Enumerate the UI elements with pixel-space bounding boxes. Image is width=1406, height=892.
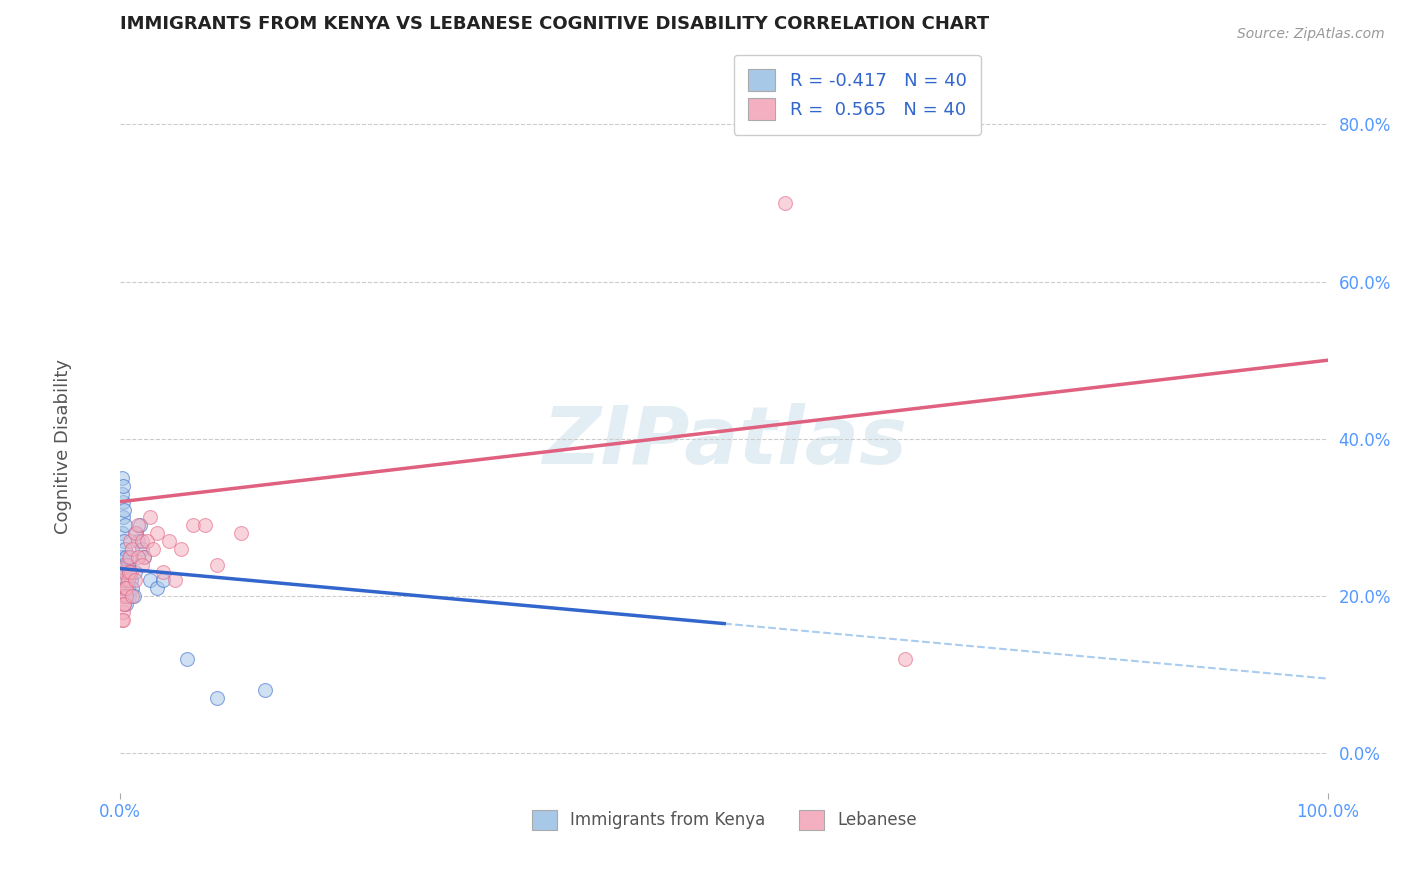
Point [124, 526, 146, 541]
Point [115, 589, 138, 603]
Point [135, 534, 157, 549]
Point [111, 613, 134, 627]
Text: Source: ZipAtlas.com: Source: ZipAtlas.com [1237, 27, 1385, 41]
Point [118, 549, 141, 564]
Point [157, 534, 180, 549]
Point [205, 558, 228, 572]
Point [125, 526, 148, 541]
Point [127, 534, 149, 549]
Point [115, 597, 138, 611]
Point [114, 541, 136, 556]
Point [124, 566, 146, 580]
Legend: Immigrants from Kenya, Lebanese: Immigrants from Kenya, Lebanese [524, 803, 924, 837]
Point [114, 566, 136, 580]
Point [142, 541, 165, 556]
Point [112, 589, 135, 603]
Point [114, 518, 136, 533]
Point [194, 518, 217, 533]
Point [254, 683, 277, 698]
Point [139, 510, 162, 524]
Point [118, 549, 141, 564]
Point [127, 549, 149, 564]
Point [110, 613, 132, 627]
Point [131, 541, 153, 556]
Point [111, 574, 134, 588]
Point [110, 589, 132, 603]
Point [139, 574, 162, 588]
Point [120, 566, 142, 580]
Point [134, 549, 156, 564]
Point [773, 195, 796, 210]
Point [118, 566, 141, 580]
Point [128, 518, 150, 533]
Point [117, 574, 139, 588]
Point [163, 574, 186, 588]
Point [205, 691, 228, 706]
Point [111, 479, 134, 493]
Point [112, 502, 135, 516]
Point [134, 549, 156, 564]
Point [145, 581, 167, 595]
Point [181, 518, 204, 533]
Point [112, 597, 135, 611]
Point [894, 652, 917, 666]
Point [112, 534, 135, 549]
Text: ZIPatlas: ZIPatlas [541, 402, 907, 481]
Point [110, 574, 132, 588]
Point [112, 597, 135, 611]
Point [115, 574, 138, 588]
Point [122, 589, 145, 603]
Point [114, 581, 136, 595]
Point [117, 558, 139, 572]
Point [110, 471, 132, 485]
Point [124, 574, 146, 588]
Point [118, 589, 141, 603]
Point [110, 549, 132, 564]
Point [152, 574, 174, 588]
Point [131, 558, 153, 572]
Point [111, 558, 134, 572]
Point [111, 581, 134, 595]
Point [131, 534, 153, 549]
Text: IMMIGRANTS FROM KENYA VS LEBANESE COGNITIVE DISABILITY CORRELATION CHART: IMMIGRANTS FROM KENYA VS LEBANESE COGNIT… [121, 15, 990, 33]
Point [145, 526, 167, 541]
Point [121, 581, 143, 595]
Point [110, 487, 132, 501]
Point [112, 566, 135, 580]
Point [115, 558, 138, 572]
Point [110, 526, 132, 541]
Point [152, 566, 174, 580]
Point [118, 534, 141, 549]
Point [115, 549, 138, 564]
Text: Cognitive Disability: Cognitive Disability [55, 359, 72, 533]
Point [111, 510, 134, 524]
Point [115, 581, 138, 595]
Point [127, 518, 149, 533]
Point [118, 566, 141, 580]
Point [115, 589, 138, 603]
Point [121, 541, 143, 556]
Point [111, 494, 134, 508]
Point [229, 526, 252, 541]
Point [120, 574, 142, 588]
Point [176, 652, 198, 666]
Point [111, 605, 134, 619]
Point [170, 541, 193, 556]
Point [121, 589, 143, 603]
Point [117, 581, 139, 595]
